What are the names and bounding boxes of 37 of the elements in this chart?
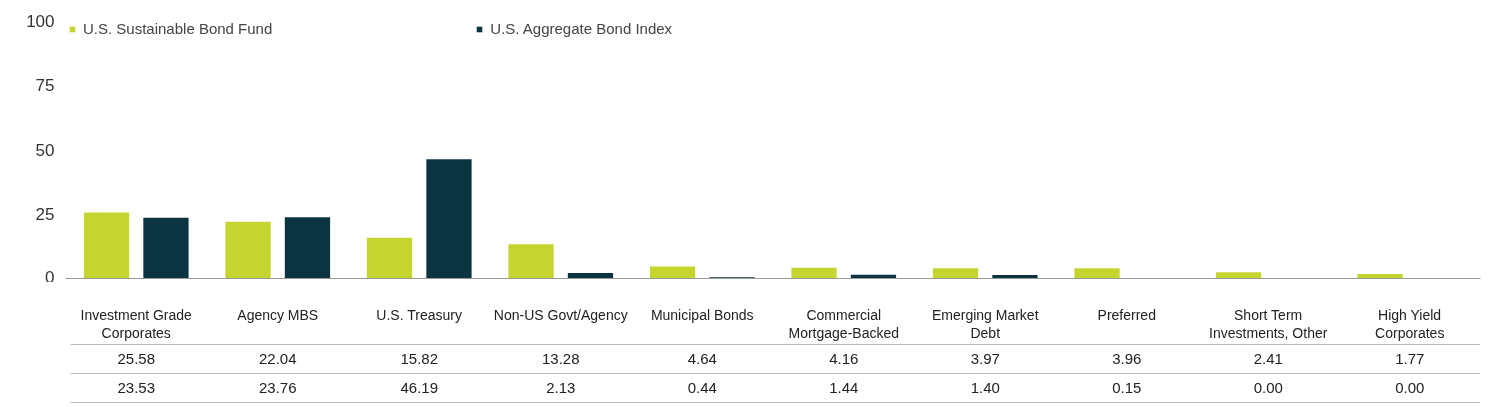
data-label: 0.00 [1395, 379, 1425, 396]
x-tick-label: Agency MBS [237, 306, 319, 323]
y-tick-label: 0 [45, 267, 55, 287]
data-label: 4.16 [829, 350, 859, 367]
data-label: 4.64 [687, 350, 717, 367]
data-label: 2.41 [1253, 350, 1283, 367]
y-tick-label: 75 [35, 76, 55, 95]
data-label: 23.76 [258, 379, 297, 396]
data-label: 0.44 [687, 379, 717, 396]
x-tick-label: Non-US Govt/Agency [493, 306, 628, 323]
data-label: 3.97 [970, 350, 1000, 367]
data-label: 0.00 [1253, 379, 1283, 396]
legend-label: U.S. Aggregate Bond Index [490, 20, 673, 37]
data-label: 1.77 [1395, 350, 1425, 367]
data-label: 13.28 [541, 350, 580, 367]
x-tick-label: Municipal Bonds [650, 306, 754, 323]
x-tick-label: High Yield Corporates [1375, 306, 1445, 341]
data-label: 23.53 [117, 379, 156, 396]
data-label: 22.04 [258, 350, 297, 367]
data-label: 3.96 [1112, 350, 1142, 367]
data-label: 46.19 [400, 379, 439, 396]
data-label: 0.15 [1112, 379, 1142, 396]
y-tick-label: 50 [35, 140, 55, 160]
data-label: 2.13 [546, 379, 576, 396]
legend-label: U.S. Sustainable Bond Fund [83, 20, 273, 37]
x-tick-label: Investment Grade Corporates [80, 306, 193, 341]
data-label: 25.58 [117, 350, 156, 367]
y-tick-label: 25 [35, 205, 55, 224]
data-label: 1.40 [970, 379, 1000, 396]
data-label: 15.82 [400, 350, 439, 367]
x-tick-label: Commercial Mortgage-Backed [788, 306, 900, 341]
y-tick-label: 100 [26, 11, 55, 31]
data-label: 1.44 [829, 379, 859, 396]
x-tick-label: Emerging Market Debt [931, 306, 1039, 341]
x-tick-label: Short Term Investments, Other [1209, 306, 1328, 341]
x-tick-label: Preferred [1097, 306, 1156, 323]
x-tick-label: U.S. Treasury [376, 306, 462, 323]
